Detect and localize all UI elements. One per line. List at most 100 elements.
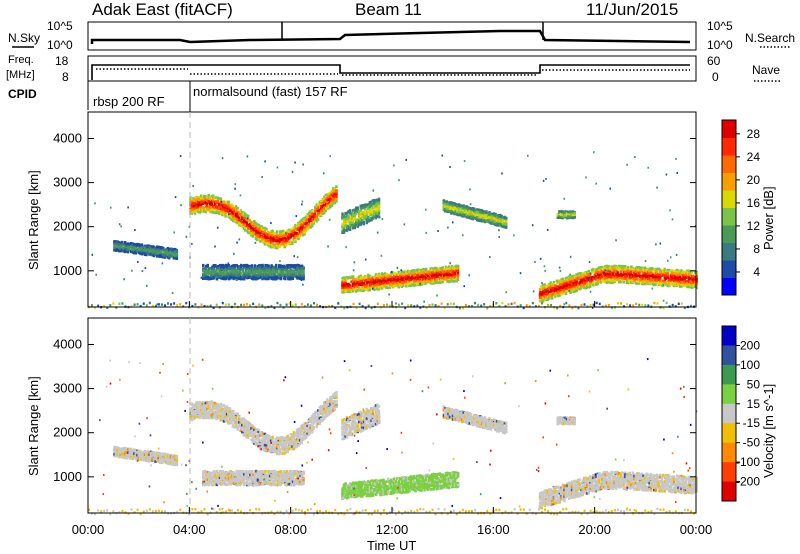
scatter-cell	[377, 201, 381, 204]
scatter-cell	[251, 227, 255, 230]
scatter-cell	[230, 211, 233, 215]
scatter-cell	[277, 234, 280, 238]
scatter-cell	[622, 280, 625, 284]
scatter-cell	[283, 231, 286, 235]
scatter-cell	[282, 243, 285, 247]
scatter-cell	[294, 240, 297, 243]
scatter-cell	[327, 193, 331, 196]
scatter-cell	[295, 236, 299, 240]
scatter-cell	[192, 210, 195, 213]
scatter-cell	[353, 217, 356, 220]
scatter-cell	[254, 221, 258, 225]
scatter-cell	[219, 207, 223, 211]
scatter-cell	[196, 210, 200, 213]
scatter-cell	[233, 215, 236, 219]
scatter-cell	[292, 229, 296, 233]
scatter-cell	[195, 198, 198, 201]
scatter-cell	[313, 211, 317, 215]
scatter-cell	[342, 229, 346, 233]
scatter-cell	[300, 227, 303, 231]
scatter-cell	[274, 239, 277, 242]
scatter-cell	[315, 207, 318, 211]
scatter-cell	[251, 231, 255, 235]
scatter-cell	[345, 289, 349, 293]
scatter-cell	[239, 213, 242, 216]
scatter-cell	[342, 227, 346, 230]
scatter-cell	[362, 213, 366, 217]
scatter-cell	[362, 220, 366, 224]
scatter-cell	[256, 234, 259, 237]
scatter-cell	[204, 201, 207, 205]
scatter-cell	[361, 212, 364, 216]
scatter-cell	[262, 237, 265, 240]
scatter-cell	[362, 206, 366, 210]
scatter-cell	[303, 216, 306, 220]
scatter-cell	[348, 209, 352, 212]
scatter-cell	[257, 235, 261, 239]
scatter-cell	[259, 232, 262, 235]
scatter-cell	[298, 229, 302, 232]
scatter-cell	[212, 205, 215, 208]
scatter-cell	[272, 231, 276, 235]
scatter-cell	[318, 202, 321, 206]
scatter-cell	[324, 204, 328, 207]
scatter-cell	[219, 211, 223, 214]
scatter-cell	[263, 233, 267, 237]
scatter-cell	[347, 216, 350, 219]
scatter-cell	[196, 200, 200, 204]
scatter-cell	[283, 245, 286, 249]
scatter-cell	[212, 211, 215, 214]
scatter-cell	[241, 213, 244, 217]
scatter-cell	[341, 225, 344, 228]
scatter-cell	[277, 245, 280, 248]
scatter-cell	[365, 214, 369, 218]
scatter-cell	[199, 210, 203, 213]
scatter-cell	[303, 222, 306, 225]
scatter-cell	[266, 233, 270, 237]
scatter-cell	[231, 214, 235, 218]
scatter-cell	[364, 213, 367, 216]
scatter-cell	[303, 232, 306, 236]
scatter-cell	[279, 243, 282, 247]
freq-tick-min: 8	[62, 70, 69, 84]
scatter-cell	[247, 231, 250, 234]
cpid-entry-2: normalsound (fast) 157 RF	[193, 84, 348, 99]
scatter-cell	[373, 203, 376, 206]
scatter-cell	[231, 218, 235, 221]
scatter-cell	[323, 211, 326, 215]
scatter-cell	[295, 228, 299, 231]
freq-panel-frame	[87, 55, 697, 82]
scatter-cell	[353, 208, 356, 212]
scatter-cell	[347, 224, 350, 228]
scatter-cell	[189, 211, 192, 215]
scatter-cell	[275, 236, 279, 239]
scatter-cell	[344, 278, 347, 282]
scatter-cell	[320, 201, 323, 205]
scatter-cell	[306, 218, 309, 222]
scatter-cell	[279, 238, 282, 241]
scatter-cell	[341, 229, 344, 233]
scatter-cell	[355, 223, 358, 227]
scatter-cell	[263, 239, 267, 242]
scatter-cell	[228, 207, 232, 210]
scatter-cell	[250, 226, 253, 230]
scatter-cell	[666, 272, 670, 276]
scatter-cell	[356, 225, 359, 228]
scatter-cell	[367, 217, 370, 220]
scatter-cell	[256, 231, 259, 234]
scatter-cell	[561, 277, 565, 281]
scatter-cell	[327, 195, 331, 199]
scatter-cell	[545, 295, 548, 298]
scatter-cell	[355, 212, 358, 216]
scatter-cell	[207, 200, 210, 203]
scatter-cell	[209, 202, 212, 205]
scatter-cell	[303, 228, 306, 232]
scatter-cell	[254, 227, 258, 230]
scatter-cell	[342, 215, 346, 218]
scatter-cell	[242, 223, 245, 227]
scatter-cell	[207, 206, 210, 209]
scatter-cell	[342, 290, 346, 294]
scatter-cell	[303, 218, 306, 222]
scatter-cell	[260, 238, 264, 242]
scatter-cell	[371, 211, 375, 214]
